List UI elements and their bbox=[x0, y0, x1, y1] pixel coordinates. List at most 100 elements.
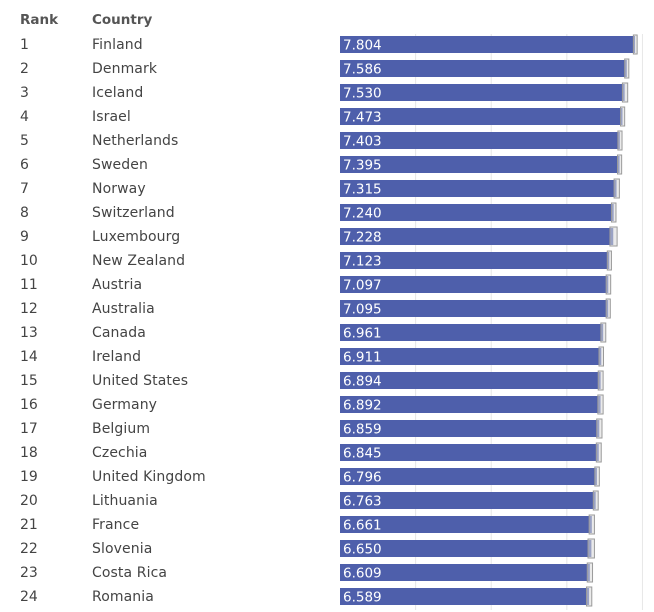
confidence-interval bbox=[597, 370, 604, 391]
country-cell: Ireland bbox=[92, 349, 142, 365]
table-row: 4 Israel bbox=[0, 106, 654, 130]
bar bbox=[340, 516, 592, 533]
rank-cell: 6 bbox=[20, 157, 29, 173]
bar bbox=[340, 588, 590, 605]
bar bbox=[340, 564, 590, 581]
table-row: 18 Czechia bbox=[0, 442, 654, 466]
bar bbox=[340, 396, 601, 413]
confidence-interval bbox=[610, 202, 617, 223]
rank-cell: 16 bbox=[20, 397, 38, 413]
bar bbox=[340, 276, 609, 293]
value-label: 6.859 bbox=[343, 422, 382, 438]
confidence-interval bbox=[624, 58, 630, 79]
confidence-interval bbox=[620, 106, 626, 127]
table-row: 14 Ireland bbox=[0, 346, 654, 370]
country-cell: Israel bbox=[92, 109, 131, 125]
rank-cell: 10 bbox=[20, 253, 38, 269]
rank-cell: 9 bbox=[20, 229, 29, 245]
value-label: 7.395 bbox=[343, 158, 382, 174]
bar bbox=[340, 60, 627, 77]
table-row: 2 Denmark bbox=[0, 58, 654, 82]
rank-cell: 24 bbox=[20, 589, 38, 605]
country-column-header: Country bbox=[92, 12, 153, 28]
rank-cell: 1 bbox=[20, 37, 29, 53]
value-label: 6.911 bbox=[343, 350, 382, 366]
country-cell: Austria bbox=[92, 277, 143, 293]
bar bbox=[340, 180, 617, 197]
confidence-interval bbox=[597, 394, 604, 415]
country-cell: Australia bbox=[92, 301, 155, 317]
table-row: 3 Iceland bbox=[0, 82, 654, 106]
rank-cell: 13 bbox=[20, 325, 38, 341]
country-cell: Finland bbox=[92, 37, 143, 53]
rank-cell: 14 bbox=[20, 349, 38, 365]
bar bbox=[340, 420, 600, 437]
country-cell: United Kingdom bbox=[92, 469, 206, 485]
country-cell: Sweden bbox=[92, 157, 148, 173]
country-cell: Germany bbox=[92, 397, 158, 413]
table-row: 5 Netherlands bbox=[0, 130, 654, 154]
value-label: 6.650 bbox=[343, 542, 382, 558]
country-cell: New Zealand bbox=[92, 253, 186, 269]
value-label: 6.609 bbox=[343, 566, 382, 582]
table-row: 9 Luxembourg bbox=[0, 226, 654, 250]
bar bbox=[340, 252, 610, 269]
confidence-interval bbox=[632, 34, 638, 55]
value-label: 7.804 bbox=[343, 38, 382, 54]
confidence-interval bbox=[616, 154, 623, 175]
confidence-interval bbox=[605, 274, 612, 295]
table-row: 11 Austria bbox=[0, 274, 654, 298]
value-label: 7.586 bbox=[343, 62, 382, 78]
table-row: 17 Belgium bbox=[0, 418, 654, 442]
confidence-interval bbox=[588, 514, 595, 535]
table-row: 1 Finland bbox=[0, 34, 654, 58]
table-row: 15 United States bbox=[0, 370, 654, 394]
table-row: 7 Norway bbox=[0, 178, 654, 202]
confidence-interval bbox=[598, 346, 605, 367]
table-row: 6 Sweden bbox=[0, 154, 654, 178]
rank-cell: 3 bbox=[20, 85, 29, 101]
value-label: 6.961 bbox=[343, 326, 382, 342]
value-label: 6.894 bbox=[343, 374, 382, 390]
country-cell: Switzerland bbox=[92, 205, 175, 221]
table-row: 10 New Zealand bbox=[0, 250, 654, 274]
bar bbox=[340, 156, 620, 173]
value-label: 6.892 bbox=[343, 398, 382, 414]
confidence-interval bbox=[595, 442, 602, 463]
country-cell: Lithuania bbox=[92, 493, 158, 509]
country-cell: Romania bbox=[92, 589, 154, 605]
country-cell: Belgium bbox=[92, 421, 151, 437]
value-label: 7.097 bbox=[343, 278, 382, 294]
bar bbox=[340, 84, 625, 101]
value-label: 7.228 bbox=[343, 230, 382, 246]
rank-cell: 11 bbox=[20, 277, 38, 293]
country-cell: Netherlands bbox=[92, 133, 179, 149]
bar bbox=[340, 348, 602, 365]
country-cell: Iceland bbox=[92, 85, 144, 101]
country-cell: Canada bbox=[92, 325, 146, 341]
rank-cell: 12 bbox=[20, 301, 38, 317]
country-cell: Luxembourg bbox=[92, 229, 181, 245]
table-row: 24 Romania bbox=[0, 586, 654, 610]
bar bbox=[340, 132, 620, 149]
confidence-interval bbox=[600, 322, 607, 343]
rank-cell: 4 bbox=[20, 109, 29, 125]
country-cell: Denmark bbox=[92, 61, 158, 77]
confidence-interval bbox=[621, 82, 629, 103]
bar bbox=[340, 324, 604, 341]
value-label: 7.403 bbox=[343, 134, 382, 150]
value-label: 7.473 bbox=[343, 110, 382, 126]
confidence-interval bbox=[617, 130, 623, 151]
value-label: 7.123 bbox=[343, 254, 382, 270]
value-label: 7.240 bbox=[343, 206, 382, 222]
confidence-interval bbox=[586, 562, 594, 583]
rank-column-header: Rank bbox=[20, 12, 59, 28]
bar bbox=[340, 372, 601, 389]
country-cell: France bbox=[92, 517, 140, 533]
table-row: 20 Lithuania bbox=[0, 490, 654, 514]
table-row: 19 United Kingdom bbox=[0, 466, 654, 490]
confidence-interval bbox=[606, 250, 612, 271]
rank-cell: 23 bbox=[20, 565, 38, 581]
